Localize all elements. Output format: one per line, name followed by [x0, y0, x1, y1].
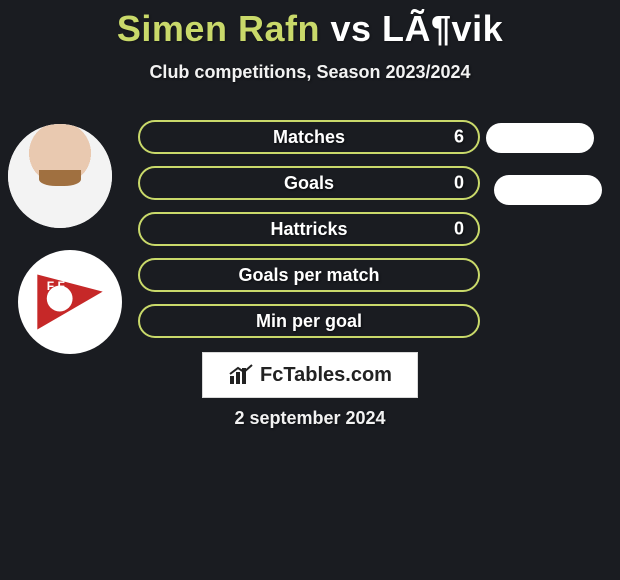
- brand-text: FcTables.com: [260, 364, 392, 387]
- title-opponent: LÃ¶vik: [382, 8, 503, 49]
- infographic-root: Simen Rafn vs LÃ¶vik Club competitions, …: [0, 0, 620, 580]
- right-pill-0: [486, 123, 594, 153]
- bar-min-per-goal: Min per goal: [138, 304, 480, 338]
- bar-hattricks: Hattricks 0: [138, 212, 480, 246]
- bar-value: 0: [454, 219, 464, 240]
- bar-label: Goals per match: [238, 265, 379, 286]
- stat-bars: Matches 6 Goals 0 Hattricks 0 Goals per …: [138, 120, 480, 350]
- club-avatar: F F: [18, 250, 122, 354]
- club-logo: F F: [18, 250, 122, 354]
- bar-label: Matches: [273, 127, 345, 148]
- bar-value: 0: [454, 173, 464, 194]
- bar-chart-icon: [228, 364, 254, 386]
- title-player: Simen Rafn: [117, 8, 320, 49]
- bar-goals: Goals 0: [138, 166, 480, 200]
- bar-label: Min per goal: [256, 311, 362, 332]
- bar-label: Hattricks: [270, 219, 347, 240]
- date-text: 2 september 2024: [0, 408, 620, 429]
- player-face-placeholder: [8, 124, 112, 228]
- subtitle: Club competitions, Season 2023/2024: [0, 62, 620, 83]
- bar-value: 6: [454, 127, 464, 148]
- bar-goals-per-match: Goals per match: [138, 258, 480, 292]
- bar-matches: Matches 6: [138, 120, 480, 154]
- bar-label: Goals: [284, 173, 334, 194]
- title-vs: vs: [330, 8, 371, 49]
- page-title: Simen Rafn vs LÃ¶vik: [0, 0, 620, 50]
- pennant-icon: F F: [27, 259, 113, 345]
- pennant-text: F F: [47, 279, 65, 293]
- player-avatar: [8, 124, 112, 228]
- brand-badge: FcTables.com: [202, 352, 418, 398]
- right-pill-1: [494, 175, 602, 205]
